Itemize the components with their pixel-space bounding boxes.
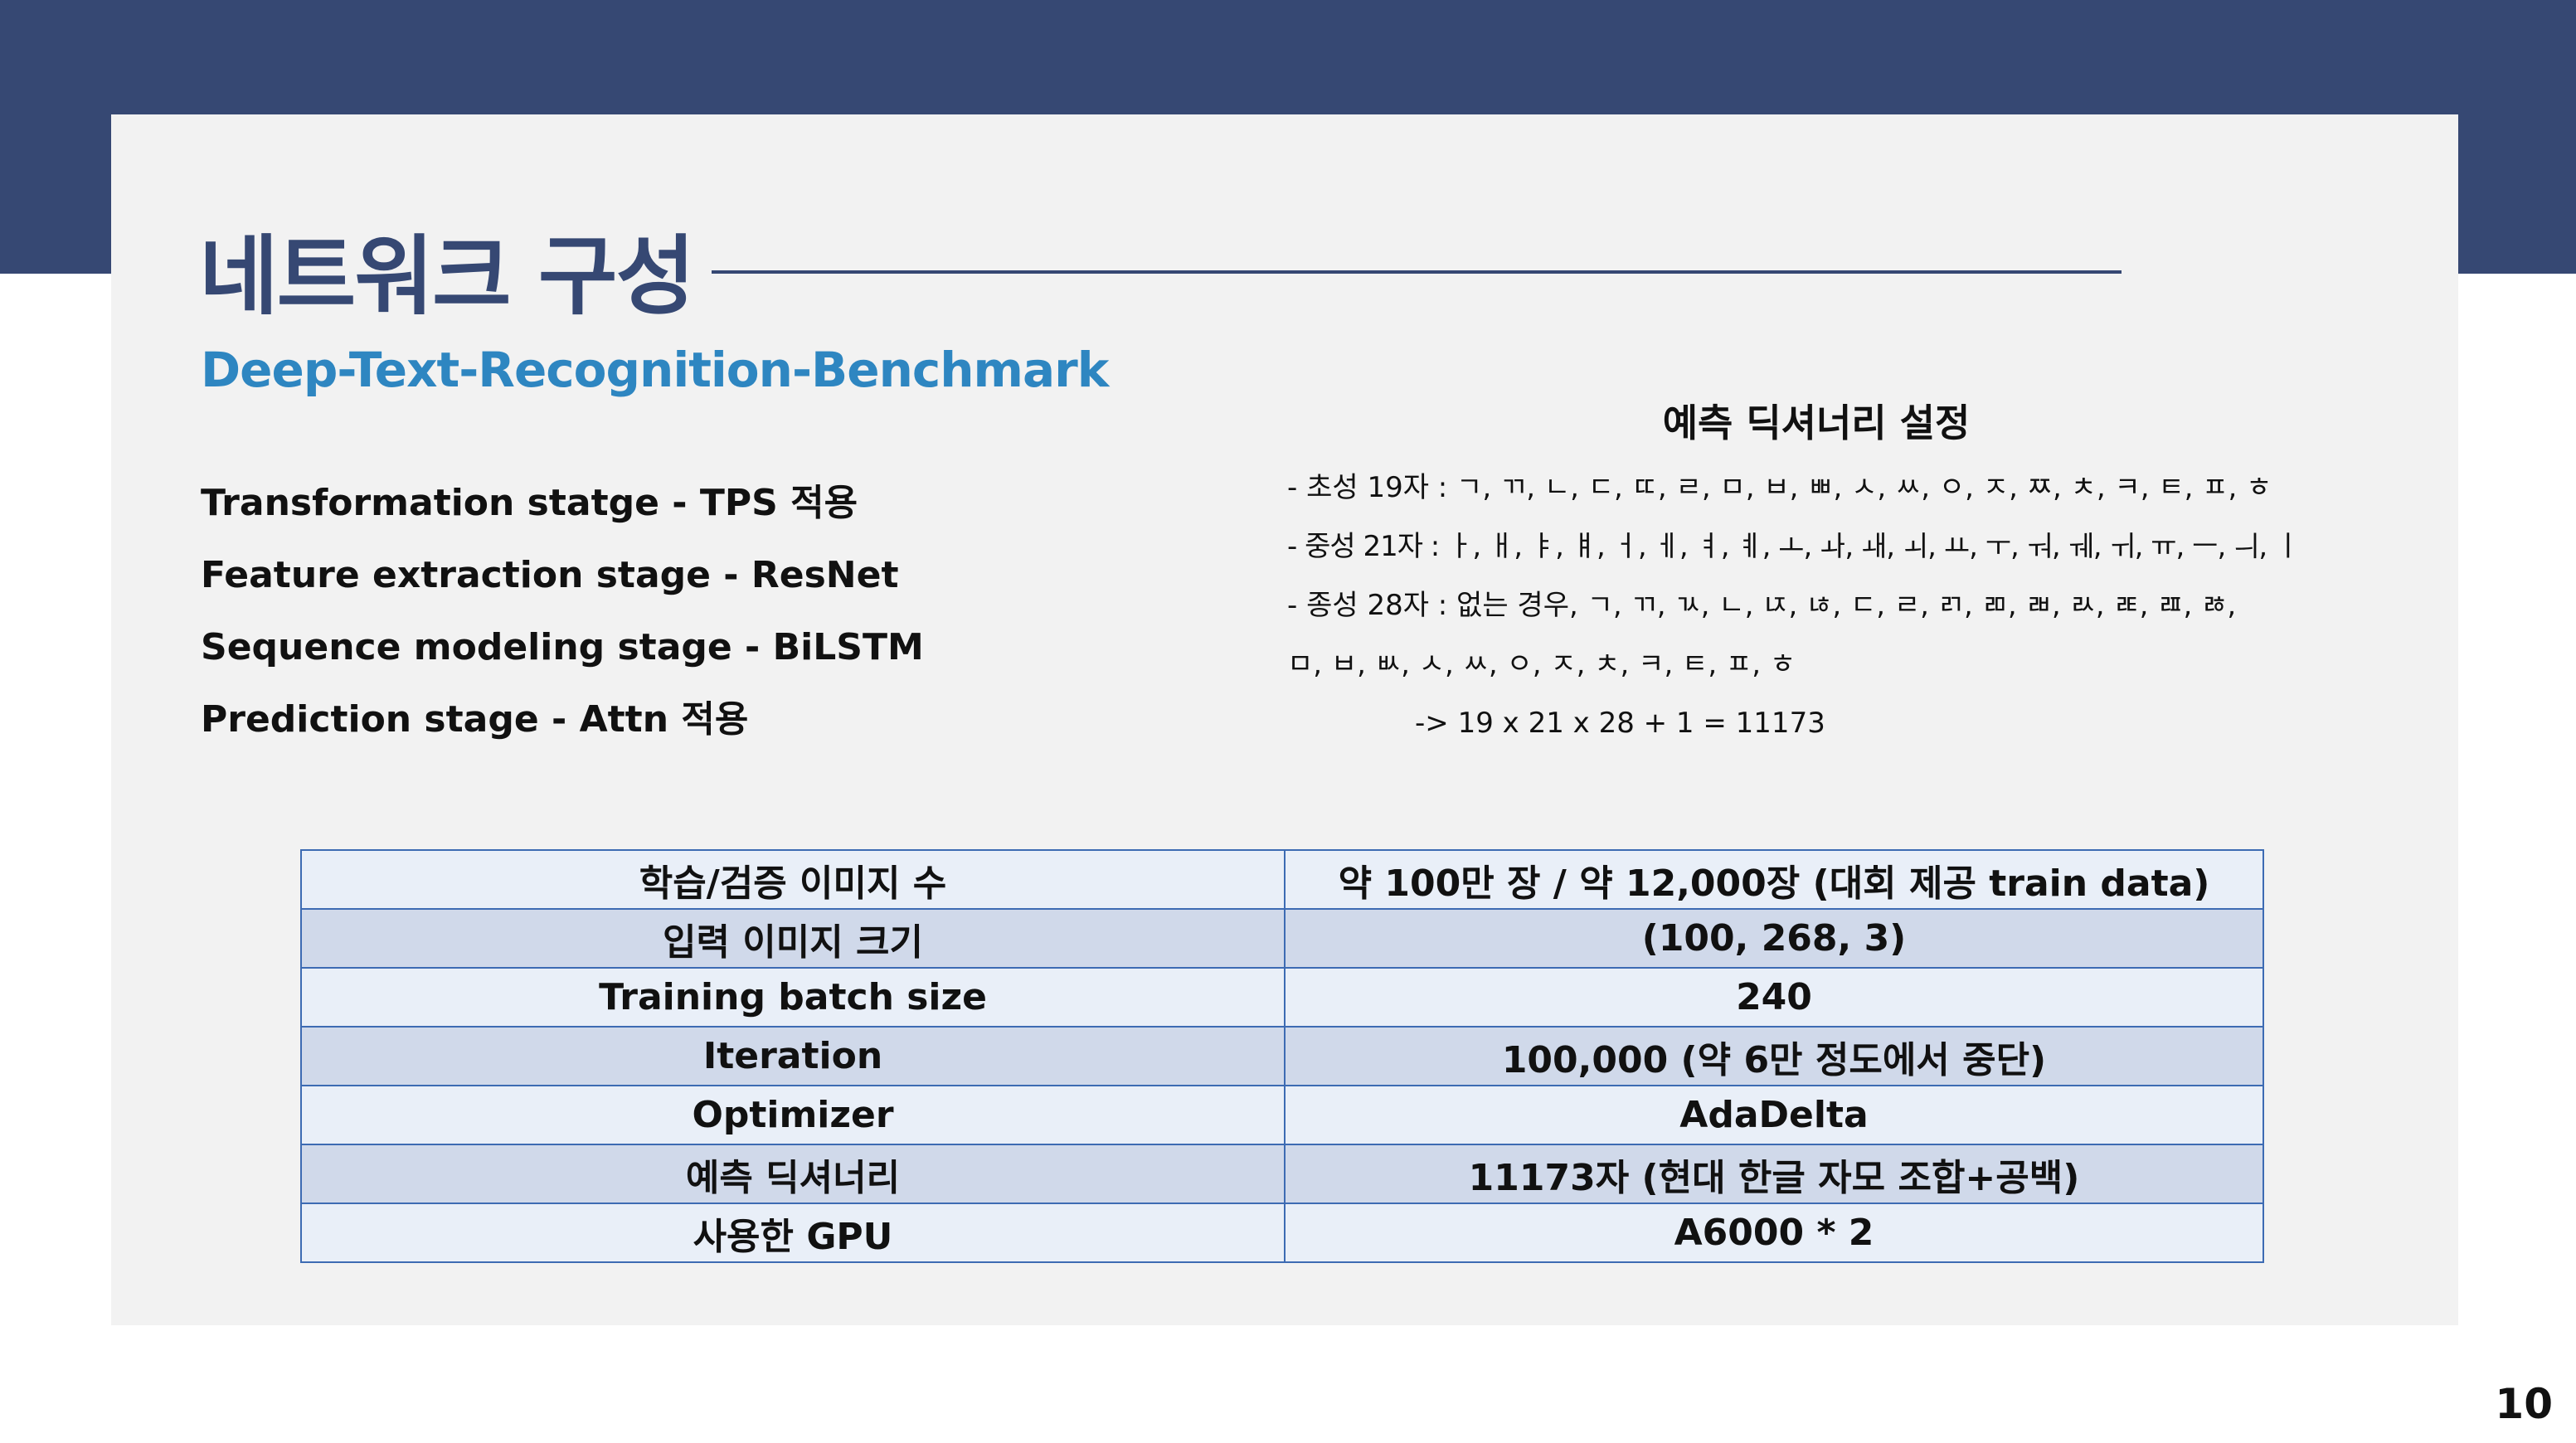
table-row: 학습/검증 이미지 수 약 100만 장 / 약 12,000장 (대회 제공 … [300,849,2264,910]
parameter-table: 학습/검증 이미지 수 약 100만 장 / 약 12,000장 (대회 제공 … [300,849,2264,1263]
page-number: 10 [2495,1380,2553,1428]
table-cell-label: Optimizer [300,1085,1286,1145]
table-cell-value: AdaDelta [1284,1085,2264,1145]
stage-item: Prediction stage - Attn 적용 [201,698,749,741]
table-cell-label: 학습/검증 이미지 수 [300,849,1286,910]
dictionary-title: 예측 딕셔너리 설정 [1662,401,1971,445]
table-row: Iteration 100,000 (약 6만 정도에서 중단) [300,1026,2264,1086]
table-cell-value: 11173자 (현대 한글 자모 조합+공백) [1284,1144,2264,1204]
table-row: Optimizer AdaDelta [300,1085,2264,1145]
table-cell-label: 예측 딕셔너리 [300,1144,1286,1204]
table-cell-label: 입력 이미지 크기 [300,908,1286,969]
dictionary-line-final: - 종성 28자 : 없는 경우, ㄱ, ㄲ, ㄳ, ㄴ, ㄵ, ㄶ, ㄷ, ㄹ… [1287,589,2237,622]
dictionary-line-initial: - 초성 19자 : ㄱ, ㄲ, ㄴ, ㄷ, ㄸ, ㄹ, ㅁ, ㅂ, ㅃ, ㅅ,… [1287,471,2272,504]
table-cell-label: Iteration [300,1026,1286,1086]
table-cell-value: (100, 268, 3) [1284,908,2264,969]
table-cell-value: 약 100만 장 / 약 12,000장 (대회 제공 train data) [1284,849,2264,910]
table-cell-value: A6000 * 2 [1284,1202,2264,1263]
table-cell-value: 100,000 (약 6만 정도에서 중단) [1284,1026,2264,1086]
table-row: Training batch size 240 [300,967,2264,1028]
dictionary-line-medial: - 중성 21자 : ㅏ, ㅐ, ㅑ, ㅒ, ㅓ, ㅔ, ㅕ, ㅖ, ㅗ, ㅘ,… [1287,530,2301,563]
dictionary-total: -> 19 x 21 x 28 + 1 = 11173 [1415,707,1825,740]
table-row: 입력 이미지 크기 (100, 268, 3) [300,908,2264,969]
table-cell-value: 240 [1284,967,2264,1028]
table-cell-label: 사용한 GPU [300,1202,1286,1263]
stage-item: Transformation statge - TPS 적용 [201,482,858,524]
page-title: 네트워크 구성 [199,226,695,327]
table-cell-label: Training batch size [300,967,1286,1028]
dictionary-line-final-cont: ㅁ, ㅂ, ㅄ, ㅅ, ㅆ, ㅇ, ㅈ, ㅊ, ㅋ, ㅌ, ㅍ, ㅎ [1287,648,1796,681]
dictionary-lines: - 초성 19자 : ㄱ, ㄲ, ㄴ, ㄷ, ㄸ, ㄹ, ㅁ, ㅂ, ㅃ, ㅅ,… [1287,464,2301,759]
table-row: 사용한 GPU A6000 * 2 [300,1202,2264,1263]
page-subtitle: Deep-Text-Recognition-Benchmark [201,342,1109,398]
stage-item: Sequence modeling stage - BiLSTM [201,626,924,668]
stage-item: Feature extraction stage - ResNet [201,554,899,596]
table-row: 예측 딕셔너리 11173자 (현대 한글 자모 조합+공백) [300,1144,2264,1204]
stage-list: Transformation statge - TPS 적용 Feature e… [201,473,924,761]
title-underline [712,270,2122,274]
